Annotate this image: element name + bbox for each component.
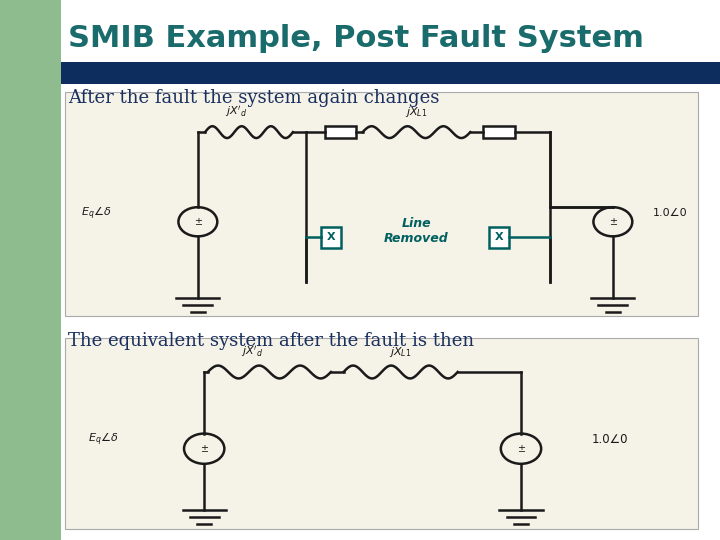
Text: X: X: [495, 232, 503, 242]
FancyBboxPatch shape: [65, 92, 698, 316]
Text: ±: ±: [517, 444, 525, 454]
Text: ±: ±: [609, 217, 617, 227]
FancyBboxPatch shape: [483, 126, 515, 138]
FancyBboxPatch shape: [65, 338, 698, 529]
Text: 1.0∠0: 1.0∠0: [652, 208, 687, 218]
Text: $jX'_d$: $jX'_d$: [240, 343, 263, 359]
Text: X: X: [327, 232, 336, 242]
Text: SMIB Example, Post Fault System: SMIB Example, Post Fault System: [68, 24, 644, 53]
Text: $jX'_d$: $jX'_d$: [225, 104, 247, 119]
Text: 1.0∠0: 1.0∠0: [591, 433, 628, 446]
FancyBboxPatch shape: [489, 227, 509, 248]
Text: ±: ±: [194, 217, 202, 227]
Text: $jX_{L1}$: $jX_{L1}$: [405, 105, 428, 119]
Text: ±: ±: [200, 444, 208, 454]
Text: $E_q\angle\delta$: $E_q\angle\delta$: [88, 430, 118, 448]
Text: $jX_{L1}$: $jX_{L1}$: [390, 345, 412, 359]
FancyBboxPatch shape: [325, 126, 356, 138]
Text: Line
Removed: Line Removed: [384, 217, 449, 245]
Text: After the fault the system again changes: After the fault the system again changes: [68, 89, 440, 107]
FancyBboxPatch shape: [61, 62, 720, 84]
FancyBboxPatch shape: [0, 0, 61, 540]
FancyBboxPatch shape: [321, 227, 341, 248]
Text: $E_q\angle\delta$: $E_q\angle\delta$: [81, 204, 112, 221]
Text: The equivalent system after the fault is then: The equivalent system after the fault is…: [68, 332, 474, 350]
